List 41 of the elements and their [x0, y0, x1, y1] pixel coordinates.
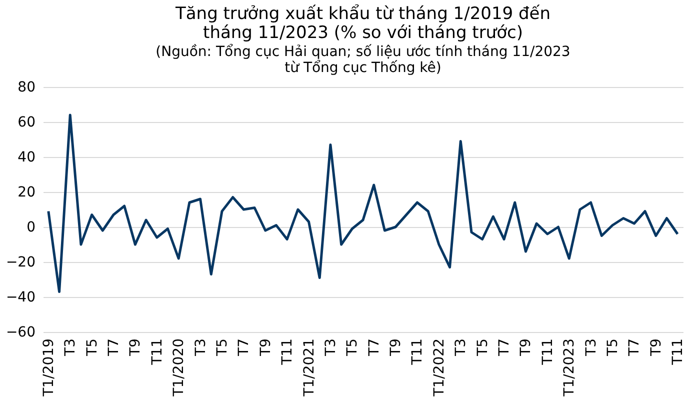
- x-tick-label: T7: [626, 338, 643, 357]
- y-tick-label: 80: [18, 80, 36, 96]
- x-tick-label: T9: [388, 338, 404, 357]
- x-tick-label: T5: [84, 338, 100, 357]
- x-tick-label: T11: [410, 338, 426, 366]
- y-tick-label: −40: [6, 290, 36, 306]
- x-tick-label: T5: [604, 338, 621, 357]
- y-tick-label: −20: [6, 254, 36, 270]
- line-series: [47, 114, 679, 293]
- x-tick-label: T3: [322, 338, 339, 357]
- x-tick-label: T1/2022: [431, 338, 448, 398]
- x-tick-label: T5: [474, 338, 491, 357]
- x-tick-label: T9: [128, 338, 144, 357]
- x-tick-label: T9: [518, 338, 534, 357]
- x-tick-label: T7: [236, 338, 252, 357]
- x-tick-label: T11: [280, 338, 296, 366]
- x-tick-label: T1/2021: [301, 338, 318, 398]
- x-tick-label: T3: [453, 338, 470, 357]
- x-tick-label: T9: [648, 338, 664, 357]
- x-tick-label: T7: [496, 338, 513, 357]
- x-tick-label: T5: [344, 338, 361, 357]
- x-tick-label: T9: [258, 338, 274, 357]
- chart-subtitle: (Nguồn: Tổng cục Hải quan; số liệu ước tính tháng 11/2023 từ Tổng cục Thống kê): [156, 43, 570, 76]
- y-tick-label: −60: [6, 324, 36, 340]
- chart-title: Tăng trưởng xuất khẩu từ tháng 1/2019 đến tháng 11/2023 (% so với tháng trước): [174, 4, 551, 43]
- x-tick-label: T1/2020: [171, 338, 188, 398]
- x-tick-label: T3: [62, 338, 79, 357]
- x-tick-label: T5: [214, 338, 230, 357]
- y-tick-label: 40: [18, 150, 36, 166]
- x-tick-label: T3: [583, 338, 600, 357]
- x-tick-label: T1/2023: [562, 338, 578, 398]
- x-tick-label: T7: [106, 338, 122, 357]
- x-tick-label: T3: [192, 338, 209, 357]
- x-tick-label: T7: [366, 338, 382, 357]
- y-tick-label: 0: [26, 220, 36, 236]
- x-tick-label: T11: [149, 338, 166, 366]
- x-tick-label: T11: [540, 338, 556, 366]
- x-tick-label: T1/2019: [40, 338, 57, 398]
- y-tick-label: 60: [18, 114, 36, 130]
- x-tick-label: T11: [670, 338, 686, 366]
- y-tick-label: 20: [18, 184, 36, 200]
